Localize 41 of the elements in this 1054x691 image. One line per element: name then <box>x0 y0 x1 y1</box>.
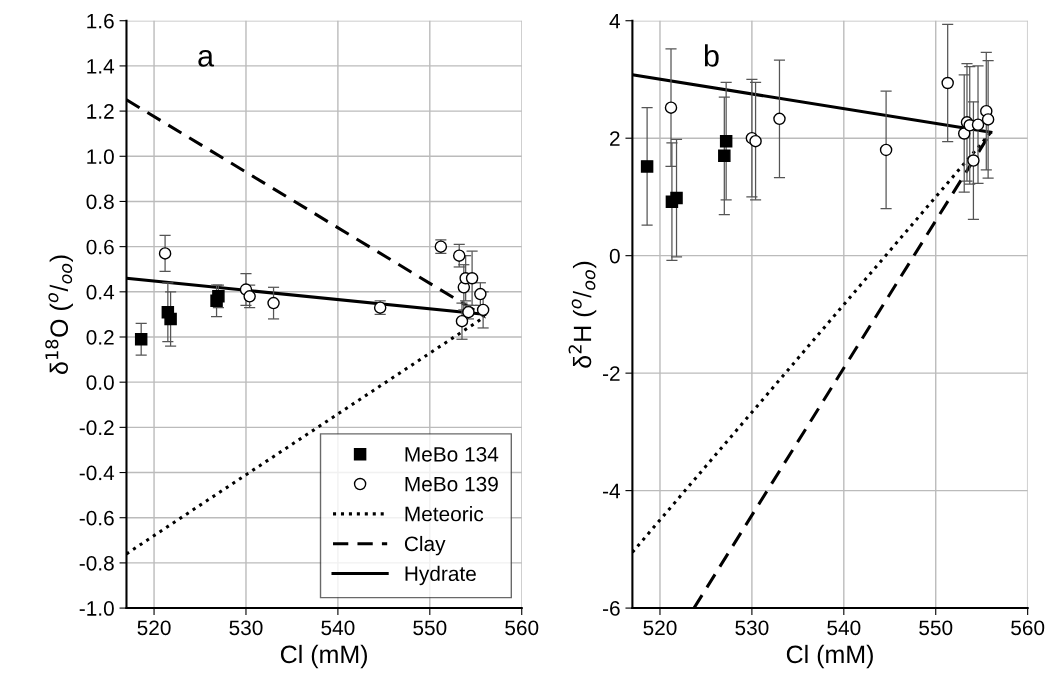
legend-label: Hydrate <box>405 565 476 586</box>
x-axis-title: Cl (mM) <box>786 644 873 669</box>
y-tick-label: -0.8 <box>79 555 114 571</box>
x-tick-label: 520 <box>643 620 677 636</box>
y-tick-label: 1.4 <box>87 59 115 74</box>
y-tick-label: 0 <box>609 248 620 264</box>
y-tick-label: -0.6 <box>79 510 114 526</box>
legend-label: Meteoric <box>405 506 484 522</box>
legend-label: MeBo 134 <box>405 446 499 462</box>
legend-label: MeBo 139 <box>405 476 498 492</box>
x-tick-label: 540 <box>321 620 355 636</box>
x-tick-label: 540 <box>827 620 861 636</box>
y-tick-label: -0.2 <box>79 420 114 436</box>
y-tick-label: 1.2 <box>87 104 114 119</box>
y-tick-label: -1.0 <box>79 601 114 616</box>
y-tick-label: -4 <box>603 483 620 499</box>
x-tick-label: 550 <box>413 620 447 636</box>
x-tick-label: 560 <box>505 620 539 636</box>
legend-label: Clay <box>404 535 446 556</box>
x-tick-label: 530 <box>735 620 769 636</box>
y-tick-label: 1.0 <box>87 149 114 165</box>
y-axis-title: δ$^{18}$O ($^{o}$/$_{oo}$) <box>45 255 73 374</box>
x-tick-label: 520 <box>137 620 171 636</box>
y-tick-label: 2 <box>610 131 620 146</box>
x-tick-label: 530 <box>229 620 263 636</box>
annotation: a <box>198 49 215 67</box>
y-tick-label: 0.2 <box>86 330 114 345</box>
y-tick-label: -0.4 <box>79 465 115 481</box>
annotation: b <box>704 44 719 67</box>
y-tick-label: 0.4 <box>86 284 115 300</box>
y-tick-label: 4 <box>609 13 620 29</box>
y-tick-label: 1.6 <box>87 13 114 29</box>
x-tick-label: 550 <box>919 620 953 636</box>
x-tick-label: 560 <box>1011 620 1045 636</box>
y-tick-label: -6 <box>603 601 620 616</box>
y-axis-title: δ$^{2}$H ($^{o}$/$_{oo}$) <box>568 261 597 368</box>
x-axis-title: Cl (mM) <box>280 644 367 669</box>
y-tick-label: -2 <box>603 366 620 381</box>
y-tick-label: 0.6 <box>86 239 114 255</box>
y-tick-label: 0.0 <box>86 375 114 390</box>
y-tick-label: 0.8 <box>86 194 114 210</box>
